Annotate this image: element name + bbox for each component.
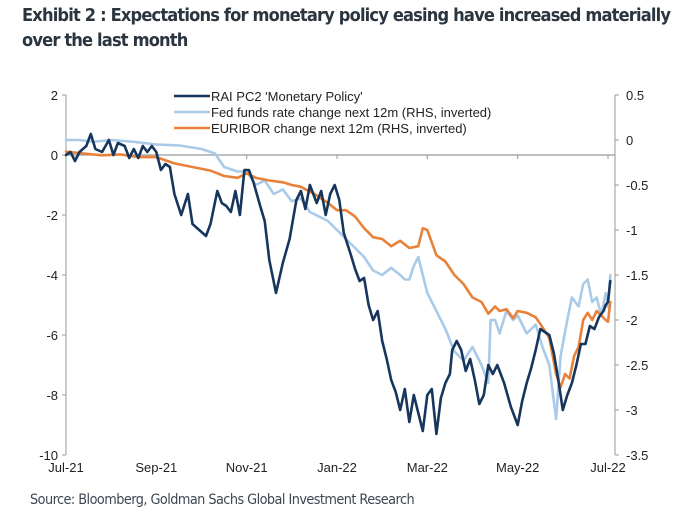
left-y-tick-label: -10 bbox=[39, 448, 58, 463]
x-tick-label: May-22 bbox=[496, 460, 539, 475]
legend-background bbox=[172, 90, 552, 104]
left-y-tick-label: 2 bbox=[51, 88, 58, 103]
right-y-tick-label: -1 bbox=[626, 223, 638, 238]
chart-title-line-1: Exhibit 2 : Expectations for monetary po… bbox=[22, 6, 671, 26]
right-y-tick-label: 0.5 bbox=[626, 88, 644, 103]
right-y-tick-label: -0.5 bbox=[626, 178, 648, 193]
right-y-tick-label: -2.5 bbox=[626, 358, 648, 373]
legend-label-rai: RAI PC2 'Monetary Policy' bbox=[211, 89, 363, 104]
left-y-tick-label: -2 bbox=[46, 208, 58, 223]
chart-title-line-2: over the last month bbox=[22, 31, 188, 51]
left-y-tick-label: -8 bbox=[46, 388, 58, 403]
x-tick-label: Mar-22 bbox=[407, 460, 448, 475]
source-note: Source: Bloomberg, Goldman Sachs Global … bbox=[30, 492, 415, 508]
series-line-rai bbox=[64, 132, 612, 436]
legend-background bbox=[172, 122, 552, 136]
x-tick-label: Jan-22 bbox=[317, 460, 357, 475]
right-y-tick-label: -2 bbox=[626, 313, 638, 328]
chart-title: Exhibit 2 : Expectations for monetary po… bbox=[22, 4, 671, 54]
legend-label-fed: Fed funds rate change next 12m (RHS, inv… bbox=[211, 105, 491, 120]
series-line-euribor bbox=[64, 150, 612, 389]
series-layer bbox=[64, 132, 612, 436]
right-y-tick-label: 0 bbox=[626, 133, 633, 148]
left-y-tick-label: -6 bbox=[46, 328, 58, 343]
x-tick-label: Sep-21 bbox=[135, 460, 177, 475]
legend-background bbox=[172, 106, 552, 120]
x-tick-label: Nov-21 bbox=[226, 460, 268, 475]
right-y-tick-label: -3 bbox=[626, 403, 638, 418]
legend: RAI PC2 'Monetary Policy'Fed funds rate … bbox=[172, 89, 552, 136]
left-y-tick-label: 0 bbox=[51, 148, 58, 163]
right-y-tick-label: -3.5 bbox=[626, 448, 648, 463]
left-y-tick-label: -4 bbox=[46, 268, 58, 283]
right-y-tick-label: -1.5 bbox=[626, 268, 648, 283]
x-tick-label: Jul-22 bbox=[590, 460, 625, 475]
x-tick-label: Jul-21 bbox=[48, 460, 83, 475]
axes: 20-2-4-6-8-100.50-0.5-1-1.5-2-2.5-3-3.5J… bbox=[39, 88, 648, 475]
legend-label-euribor: EURIBOR change next 12m (RHS, inverted) bbox=[211, 121, 467, 136]
